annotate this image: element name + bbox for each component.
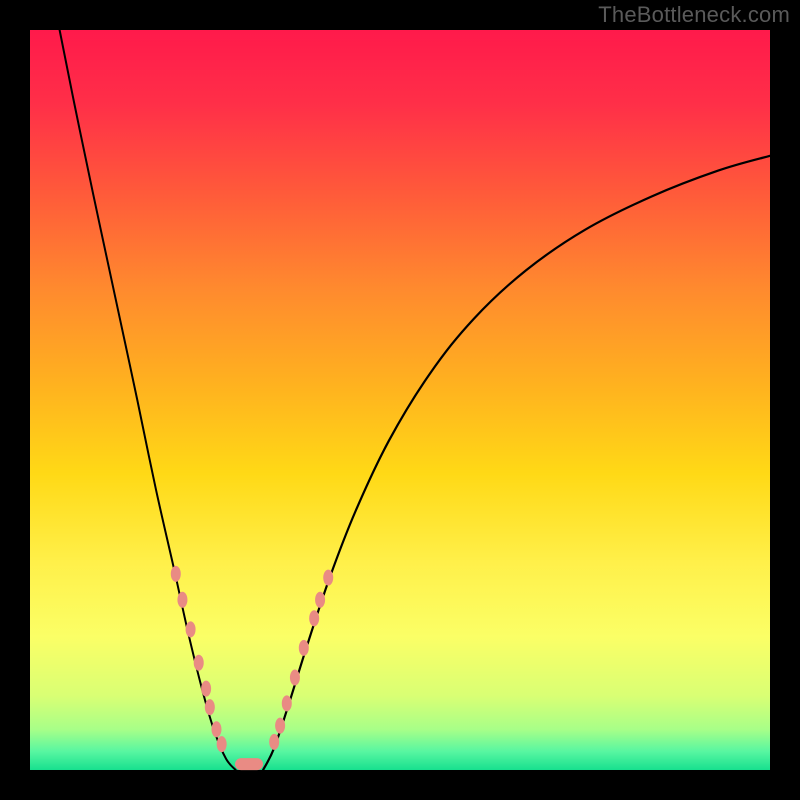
plot-background xyxy=(30,30,770,770)
marker-dot xyxy=(205,699,215,715)
marker-dot xyxy=(201,681,211,697)
marker-dot xyxy=(194,655,204,671)
marker-dot xyxy=(171,566,181,582)
marker-dot xyxy=(217,736,227,752)
marker-dot xyxy=(323,570,333,586)
watermark-text: TheBottleneck.com xyxy=(598,2,790,28)
marker-dot xyxy=(299,640,309,656)
marker-dot xyxy=(315,592,325,608)
marker-dot xyxy=(290,670,300,686)
marker-dot xyxy=(186,621,196,637)
marker-dot xyxy=(177,592,187,608)
marker-dot xyxy=(282,695,292,711)
marker-dot xyxy=(211,721,221,737)
marker-dot xyxy=(309,610,319,626)
chart-frame: TheBottleneck.com xyxy=(0,0,800,800)
marker-capsule xyxy=(235,758,263,770)
marker-dot xyxy=(275,718,285,734)
bottleneck-chart-svg xyxy=(0,0,800,800)
marker-dot xyxy=(269,734,279,750)
